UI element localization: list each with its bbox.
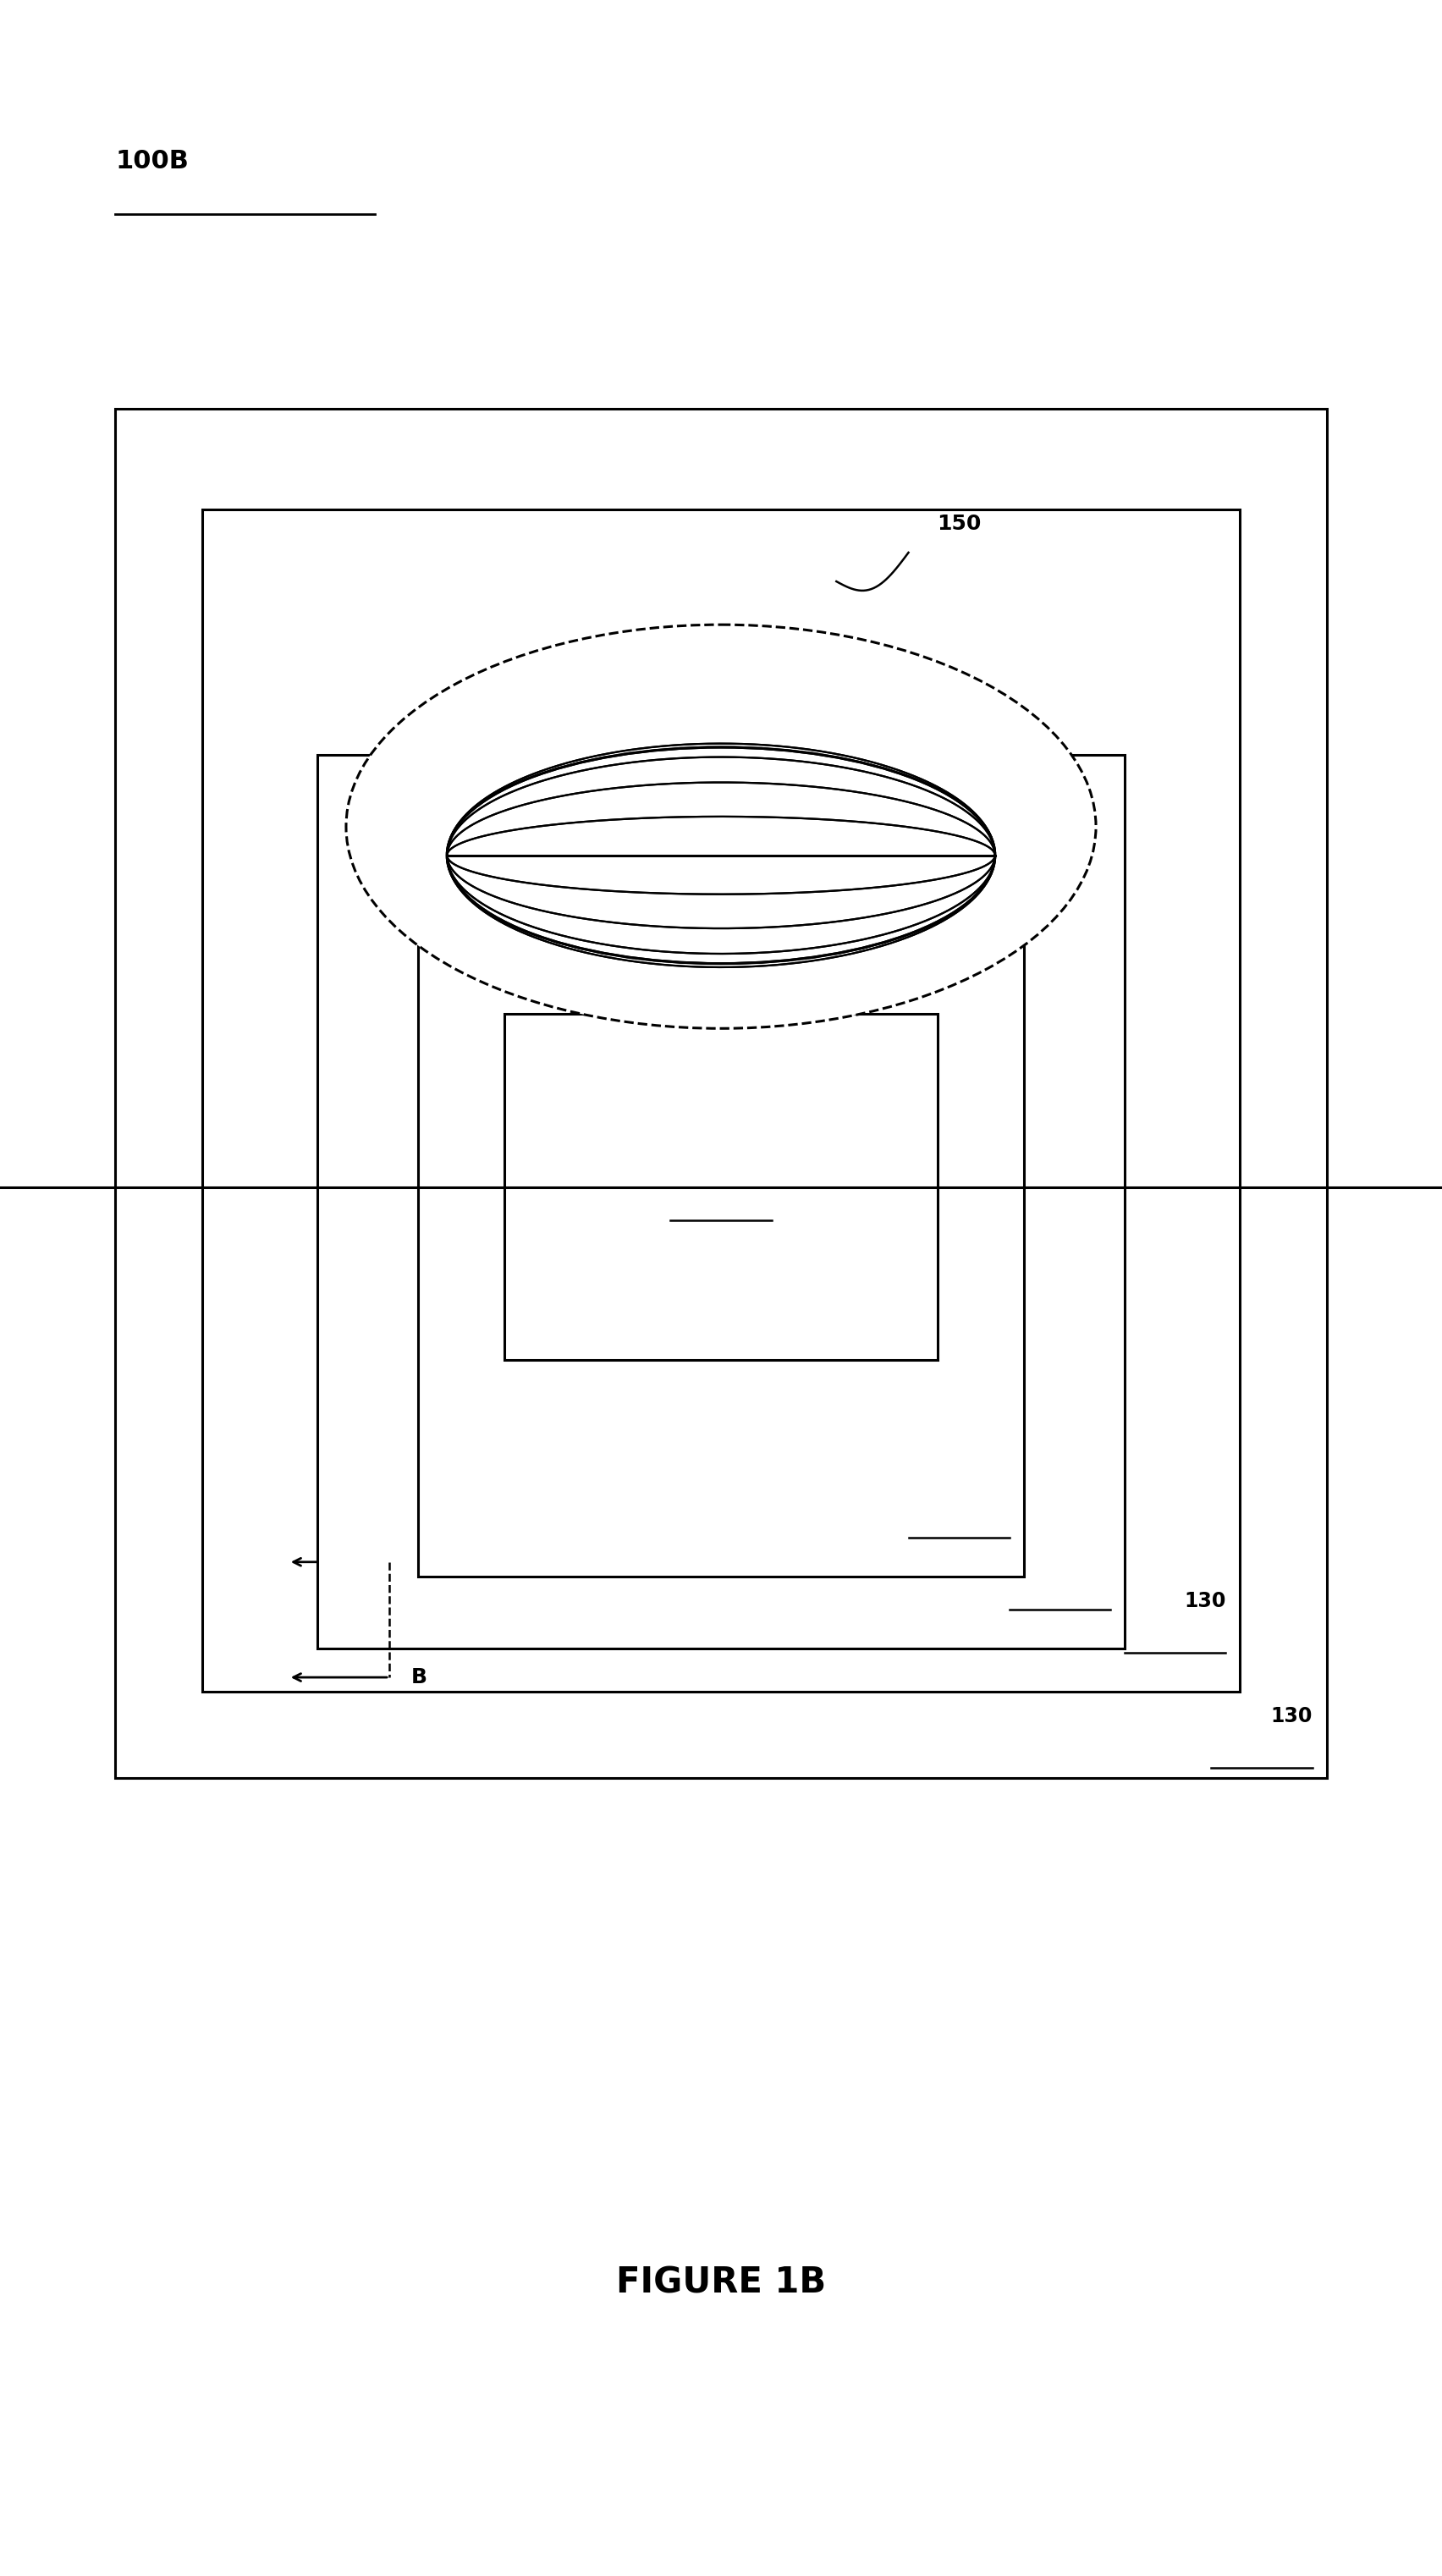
Text: 130: 130 — [968, 1476, 1009, 1497]
Ellipse shape — [447, 747, 995, 963]
Text: 150: 150 — [937, 513, 982, 533]
Text: 130: 130 — [1184, 1592, 1226, 1610]
Bar — [202, 510, 1240, 1692]
Text: 130: 130 — [1270, 1705, 1312, 1726]
Text: FIGURE 1B: FIGURE 1B — [616, 2264, 826, 2300]
Bar — [418, 899, 1024, 1577]
Text: 100B: 100B — [115, 149, 189, 173]
Ellipse shape — [346, 623, 1096, 1028]
Text: B: B — [411, 1551, 427, 1571]
Bar — [115, 410, 1327, 1777]
Bar — [317, 755, 1125, 1649]
Text: 130: 130 — [701, 1159, 741, 1180]
Bar — [505, 1015, 937, 1360]
Text: 130: 130 — [1069, 1548, 1110, 1569]
Text: B: B — [411, 1667, 427, 1687]
